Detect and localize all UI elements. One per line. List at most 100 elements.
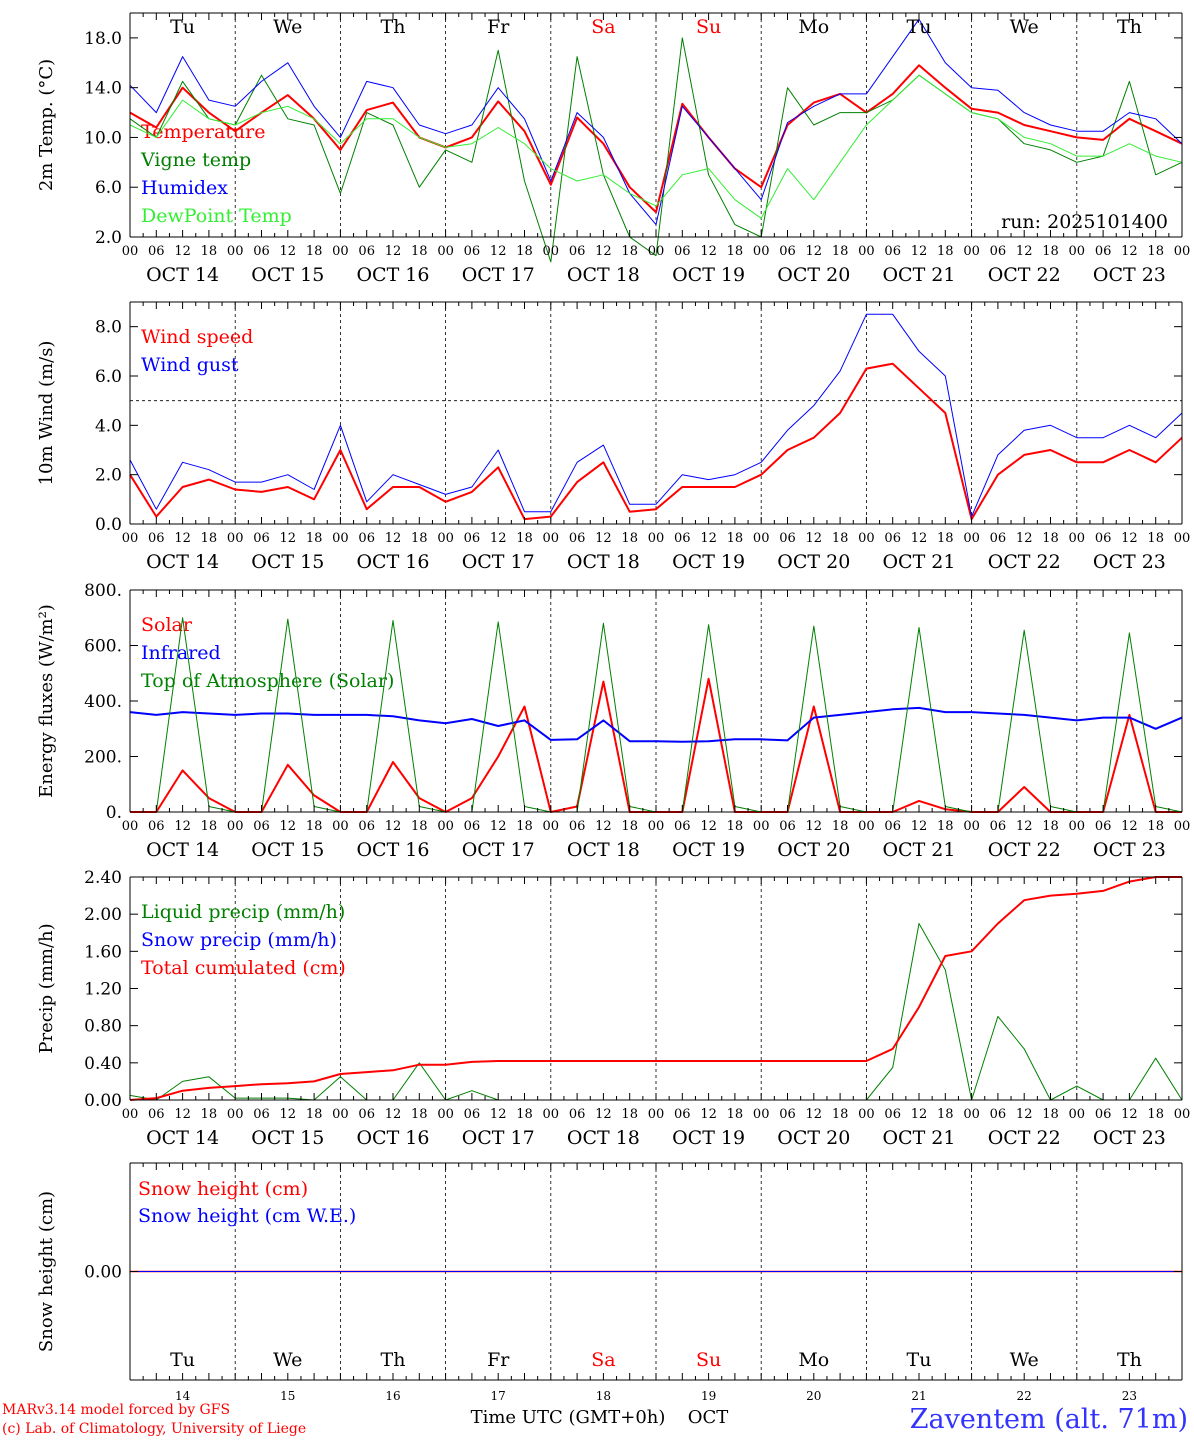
hour-tick-label: 06 <box>569 531 586 546</box>
legend-entry: Snow height (cm) <box>138 1178 308 1200</box>
weekday-label: Sa <box>591 16 615 38</box>
hour-tick-label: 06 <box>1095 1107 1112 1122</box>
hour-tick-label: 18 <box>937 244 954 259</box>
date-label: OCT 21 <box>882 839 955 861</box>
hour-tick-label: 00 <box>437 531 454 546</box>
hour-tick-label: 18 <box>727 819 744 834</box>
day-number-label: 23 <box>1122 1389 1137 1403</box>
y-tick-label: 2.0 <box>95 466 122 486</box>
y-tick-label: 8.0 <box>95 318 122 338</box>
hour-tick-label: 06 <box>358 1107 375 1122</box>
hour-tick-label: 00 <box>122 244 139 259</box>
hour-tick-label: 00 <box>437 244 454 259</box>
day-number-label: 14 <box>175 1389 191 1403</box>
legend-entry: Wind gust <box>141 354 239 376</box>
hour-tick-label: 12 <box>911 244 928 259</box>
date-label: OCT 14 <box>146 551 219 573</box>
hour-tick-label: 06 <box>148 819 165 834</box>
panel-snow: Snow height (cm) Snow height (cm W.E.) 0.0… <box>36 1162 1183 1403</box>
hour-tick-label: 00 <box>648 531 665 546</box>
hour-tick-label: 00 <box>122 819 139 834</box>
hour-tick-label: 18 <box>411 531 428 546</box>
hour-tick-label: 06 <box>884 531 901 546</box>
y-tick-label: 14.0 <box>84 79 122 99</box>
hour-tick-label: 12 <box>490 531 507 546</box>
weekday-label: Tu <box>907 1349 932 1371</box>
hour-tick-label: 06 <box>1095 244 1112 259</box>
hour-tick-label: 06 <box>674 244 691 259</box>
hour-tick-label: 06 <box>884 244 901 259</box>
hour-tick-label: 12 <box>700 1107 717 1122</box>
hour-tick-label: 12 <box>385 531 402 546</box>
legend-entry: Solar <box>141 614 193 636</box>
x-axis-month: OCT <box>688 1407 729 1428</box>
hour-tick-label: 00 <box>543 1107 560 1122</box>
day-number-label: 19 <box>701 1389 716 1403</box>
hour-tick-label: 12 <box>280 531 297 546</box>
hour-tick-label: 06 <box>569 819 586 834</box>
y-tick-label: 800. <box>84 581 122 601</box>
hour-tick-label: 12 <box>911 819 928 834</box>
hour-tick-label: 00 <box>227 531 244 546</box>
hour-tick-label: 00 <box>122 1107 139 1122</box>
date-label: OCT 23 <box>1093 1127 1166 1149</box>
station-title: Zaventem (alt. 71m) <box>910 1404 1188 1435</box>
weekday-label: Fr <box>487 16 510 38</box>
hour-tick-label: 12 <box>490 819 507 834</box>
hour-tick-label: 06 <box>779 244 796 259</box>
hour-tick-label: 00 <box>543 819 560 834</box>
hour-tick-label: 18 <box>832 531 849 546</box>
hour-tick-label: 18 <box>201 1107 218 1122</box>
hour-tick-label: 18 <box>516 1107 533 1122</box>
y-tick-label: 6.0 <box>95 178 122 198</box>
date-label: OCT 17 <box>462 551 535 573</box>
hour-tick-label: 06 <box>674 531 691 546</box>
day-number-label: 15 <box>280 1389 295 1403</box>
legend-entry: Infrared <box>141 642 221 664</box>
date-label: OCT 18 <box>567 839 640 861</box>
weekday-label: We <box>1010 16 1039 38</box>
hour-tick-label: 06 <box>358 819 375 834</box>
y-axis-label: 2m Temp. (°C) <box>36 59 57 191</box>
weekday-label: Sa <box>591 1349 615 1371</box>
hour-tick-label: 06 <box>253 531 270 546</box>
date-label: OCT 21 <box>882 551 955 573</box>
hour-tick-label: 18 <box>1042 819 1059 834</box>
hour-tick-label: 18 <box>621 819 638 834</box>
series-humidex <box>129 18 1183 226</box>
hour-tick-label: 00 <box>963 1107 980 1122</box>
legend-entry: Wind speed <box>141 326 253 348</box>
hour-tick-label: 18 <box>306 1107 323 1122</box>
hour-tick-label: 18 <box>1042 531 1059 546</box>
hour-tick-label: 00 <box>1069 531 1086 546</box>
weekday-label: Su <box>696 1349 721 1371</box>
weekday-label: We <box>273 1349 302 1371</box>
hour-tick-label: 00 <box>1069 244 1086 259</box>
hour-tick-label: 00 <box>543 244 560 259</box>
date-label: OCT 15 <box>251 839 324 861</box>
hour-tick-label: 00 <box>858 244 875 259</box>
hour-tick-label: 12 <box>385 1107 402 1122</box>
hour-tick-label: 12 <box>700 531 717 546</box>
hour-tick-label: 06 <box>464 244 481 259</box>
weekday-label: Th <box>381 1349 406 1371</box>
hour-tick-label: 06 <box>253 1107 270 1122</box>
date-label: OCT 18 <box>567 264 640 286</box>
hour-tick-label: 18 <box>516 531 533 546</box>
hour-tick-label: 12 <box>595 1107 612 1122</box>
hour-tick-label: 18 <box>201 244 218 259</box>
hour-tick-label: 12 <box>490 1107 507 1122</box>
x-axis-title: Time UTC (GMT+0h) <box>471 1407 666 1428</box>
hour-tick-label: 18 <box>411 819 428 834</box>
hour-tick-label: 00 <box>332 819 349 834</box>
date-label: OCT 20 <box>777 839 850 861</box>
hour-tick-label: 00 <box>858 1107 875 1122</box>
y-tick-label: 2.0 <box>95 228 122 248</box>
legend-entry: DewPoint Temp <box>141 205 292 227</box>
hour-tick-label: 00 <box>1174 819 1191 834</box>
y-tick-label: 0.00 <box>84 1263 122 1283</box>
y-tick-label: 0.40 <box>84 1054 122 1074</box>
hour-tick-label: 12 <box>911 1107 928 1122</box>
date-label: OCT 17 <box>462 839 535 861</box>
hour-tick-label: 12 <box>595 244 612 259</box>
